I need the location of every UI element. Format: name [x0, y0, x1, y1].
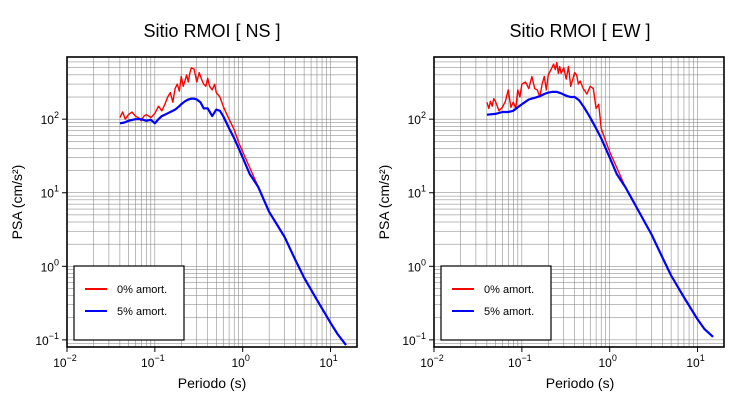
x-tick-label: 10−2 [420, 353, 444, 370]
plot-frame-ew [433, 56, 725, 348]
grid-ns [67, 57, 357, 347]
x-tick-base: 10 [319, 356, 333, 370]
y-tick-exponent: 1 [54, 184, 59, 194]
y-tick-base: 10 [41, 113, 55, 127]
y-tick-exponent: 0 [54, 257, 59, 267]
x-tick-base: 10 [686, 356, 700, 370]
legend-label-ns-1: 5% amort. [117, 306, 167, 318]
x-tick-label: 10−1 [508, 353, 532, 370]
chart-title-ew: Sitio RMOI [ EW ] [509, 21, 650, 41]
y-tick-base: 10 [408, 187, 422, 201]
y-tick-base: 10 [35, 334, 49, 348]
series-line-ew-0 [486, 61, 714, 338]
y-tick-label: 10−1 [402, 331, 426, 348]
legend-ew: 0% amort. 5% amort. [440, 265, 552, 341]
y-tick-base: 10 [408, 260, 422, 274]
x-tick-base: 10 [232, 356, 246, 370]
series-ew [486, 61, 714, 338]
y-tick-label: 102 [408, 110, 426, 127]
x-tick-base: 10 [508, 356, 522, 370]
series-line-ns-0 [119, 67, 347, 346]
x-tick-label: 101 [319, 353, 337, 370]
series-line-ns-1 [119, 97, 347, 346]
y-tick-label: 101 [408, 184, 426, 201]
y-tick-base: 10 [408, 113, 422, 127]
y-tick-label: 100 [408, 257, 426, 274]
x-tick-exponent: −2 [434, 353, 444, 363]
legend-box-ns [73, 265, 185, 341]
y-tick-label: 100 [41, 257, 59, 274]
y-axis-label-ns: PSA (cm/s²) [9, 165, 25, 240]
x-tick-exponent: 1 [333, 353, 338, 363]
y-tick-label: 10−1 [35, 331, 59, 348]
x-tick-base: 10 [141, 356, 155, 370]
y-tick-base: 10 [402, 334, 416, 348]
x-tick-exponent: −2 [67, 353, 77, 363]
plot-frame-ns [66, 56, 358, 348]
chart-title-ns: Sitio RMOI [ NS ] [143, 21, 280, 41]
y-tick-base: 10 [41, 187, 55, 201]
legend-ns: 0% amort. 5% amort. [73, 265, 185, 341]
y-tick-base: 10 [41, 260, 55, 274]
chart-ew: Sitio RMOI [ EW ] Periodo (s) PSA (cm/s²… [376, 21, 725, 391]
x-axis-label-ew: Periodo (s) [546, 375, 614, 391]
series-line-ew-1 [486, 90, 714, 338]
legend-label-ew-1: 5% amort. [484, 306, 534, 318]
x-tick-label: 100 [232, 353, 250, 370]
y-tick-exponent: 0 [421, 257, 426, 267]
x-tick-label: 100 [599, 353, 617, 370]
legend-label-ew-0: 0% amort. [484, 284, 534, 296]
x-tick-label: 101 [686, 353, 704, 370]
x-tick-exponent: −1 [521, 353, 531, 363]
y-tick-exponent: −1 [416, 331, 426, 341]
y-tick-exponent: −1 [49, 331, 59, 341]
y-tick-exponent: 2 [421, 110, 426, 120]
x-tick-exponent: −1 [154, 353, 164, 363]
series-ns [119, 67, 347, 346]
x-tick-exponent: 0 [612, 353, 617, 363]
x-tick-label: 10−1 [141, 353, 165, 370]
chart-ns: Sitio RMOI [ NS ] Periodo (s) PSA (cm/s²… [9, 21, 358, 391]
x-tick-base: 10 [53, 356, 67, 370]
x-axis-label-ns: Periodo (s) [178, 375, 246, 391]
y-tick-exponent: 1 [421, 184, 426, 194]
y-tick-exponent: 2 [54, 110, 59, 120]
y-tick-label: 101 [41, 184, 59, 201]
y-axis-label-ew: PSA (cm/s²) [376, 165, 392, 240]
x-tick-base: 10 [599, 356, 613, 370]
x-tick-base: 10 [420, 356, 434, 370]
x-tick-exponent: 0 [245, 353, 250, 363]
x-tick-exponent: 1 [700, 353, 705, 363]
x-tick-label: 10−2 [53, 353, 77, 370]
legend-box-ew [440, 265, 552, 341]
y-tick-label: 102 [41, 110, 59, 127]
legend-label-ns-0: 0% amort. [117, 284, 167, 296]
